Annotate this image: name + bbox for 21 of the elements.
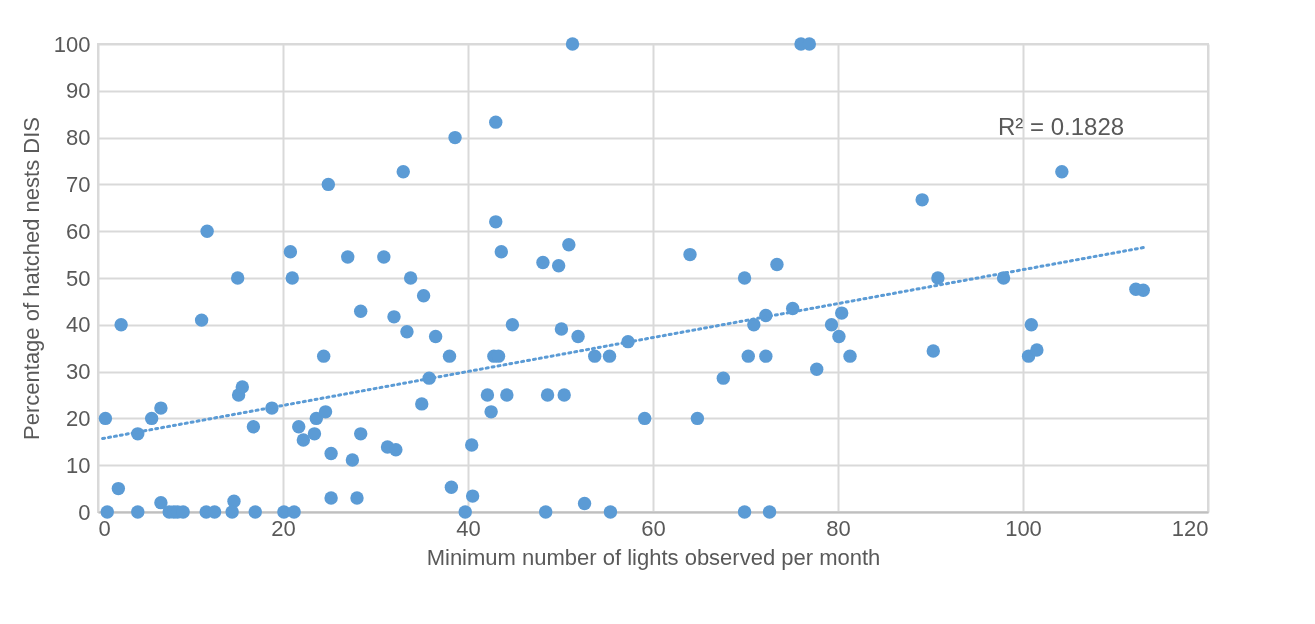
y-tick-label: 70 — [66, 171, 91, 197]
y-tick-label: 100 — [53, 31, 91, 57]
x-tick-label: 40 — [456, 515, 481, 541]
y-tick-label: 20 — [66, 405, 91, 431]
y-tick-label: 0 — [78, 499, 91, 525]
x-tick-label: 120 — [1171, 515, 1209, 541]
x-axis-title: Minimum number of lights observed per month — [426, 544, 881, 570]
y-tick-label: 10 — [66, 452, 91, 478]
y-tick-label: 40 — [66, 312, 91, 338]
annotation: R² = 0.1828 — [998, 113, 1125, 140]
y-tick-label: 30 — [66, 359, 91, 385]
y-tick-label: 90 — [66, 78, 91, 104]
x-tick-label: 0 — [98, 515, 111, 541]
x-tick-label: 100 — [1005, 515, 1042, 541]
y-tick-label: 50 — [66, 265, 91, 291]
x-tick-label: 20 — [271, 515, 296, 541]
y-tick-label: 60 — [66, 218, 91, 244]
x-tick-label: 60 — [641, 515, 666, 541]
y-axis-title: Percentage of hatched nests DIS — [18, 117, 44, 440]
x-tick-label: 80 — [826, 515, 851, 541]
y-tick-label: 80 — [66, 125, 91, 151]
